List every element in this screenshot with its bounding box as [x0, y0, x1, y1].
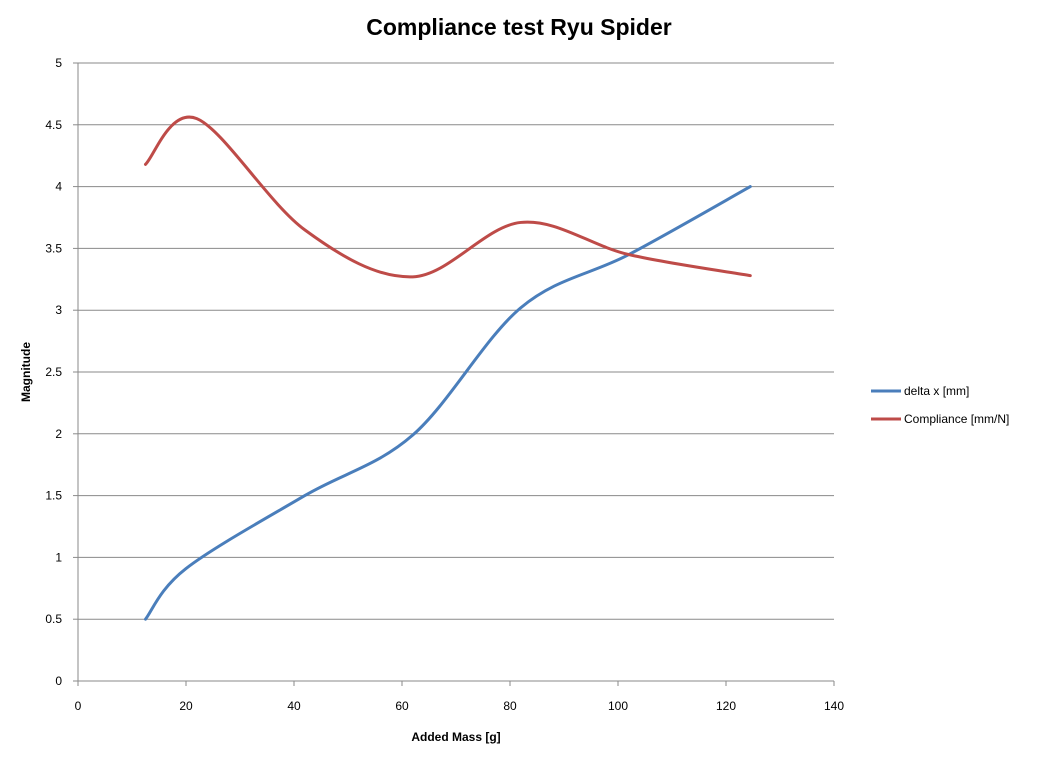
y-tick-label: 4.5 [45, 118, 62, 132]
x-tick-label: 80 [503, 699, 517, 713]
x-tick-labels: 0 20 40 60 80 100 120 140 [75, 699, 845, 713]
series-line-delta-x [144, 185, 752, 621]
series-lines [144, 115, 752, 621]
y-tick-label: 1 [55, 550, 62, 564]
y-tick-label: 4 [55, 180, 62, 194]
legend-label: delta x [mm] [904, 384, 969, 398]
legend-label: Compliance [mm/N] [904, 412, 1009, 426]
gridlines [78, 62, 834, 620]
legend: delta x [mm] Compliance [mm/N] [871, 384, 1009, 426]
y-tick-label: 5 [55, 56, 62, 70]
x-tick-label: 20 [179, 699, 193, 713]
series-line-compliance [144, 115, 752, 279]
y-tick-label: 3 [55, 303, 62, 317]
y-tick-label: 3.5 [45, 241, 62, 255]
y-tick-labels: 0 0.5 1 1.5 2 2.5 3 3.5 4 4.5 5 [45, 56, 62, 688]
x-tick-label: 40 [287, 699, 301, 713]
x-tick-label: 100 [608, 699, 628, 713]
y-tick-label: 2.5 [45, 365, 62, 379]
y-tick-label: 2 [55, 427, 62, 441]
x-tick-label: 120 [716, 699, 736, 713]
x-axis-label: Added Mass [g] [411, 730, 500, 744]
x-tick-label: 140 [824, 699, 844, 713]
y-tick-label: 0.5 [45, 612, 62, 626]
y-tick-label: 1.5 [45, 489, 62, 503]
y-tick-label: 0 [55, 674, 62, 688]
axes [73, 62, 835, 686]
x-tick-label: 60 [395, 699, 409, 713]
y-axis-label: Magnitude [19, 342, 33, 402]
chart-title: Compliance test Ryu Spider [366, 14, 672, 40]
x-tick-label: 0 [75, 699, 82, 713]
